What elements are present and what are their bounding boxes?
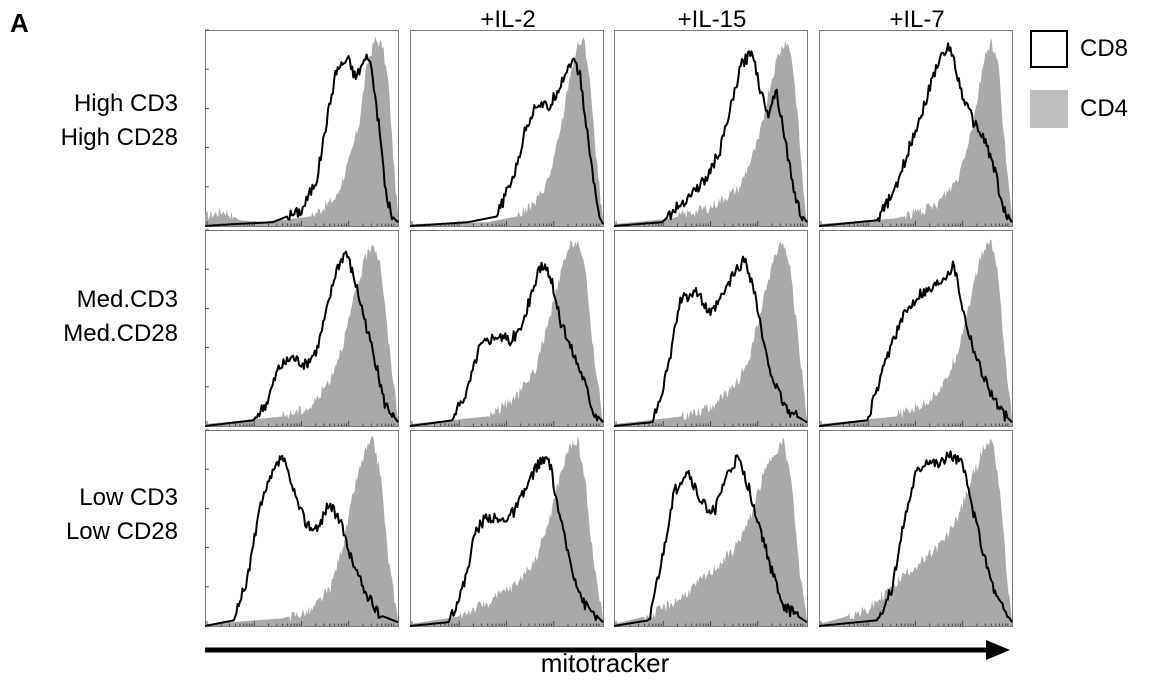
- cd4-histogram-fill: [410, 436, 603, 626]
- histogram-panel: [613, 430, 808, 627]
- cd4-histogram-fill: [205, 245, 398, 426]
- histogram-panel: [409, 430, 604, 627]
- cd8-histogram-line: [818, 260, 1013, 427]
- cd8-histogram-line: [818, 42, 1013, 227]
- x-axis-label: mitotracker: [540, 648, 670, 678]
- column-label-il2: +IL-2: [480, 6, 536, 33]
- row-label-med-line1: Med.CD3: [76, 286, 178, 313]
- column-label-il15: +IL-15: [677, 6, 747, 33]
- cd4-histogram-fill: [410, 240, 603, 426]
- row-label-med: Med.CD3 Med.CD28: [0, 283, 178, 351]
- row-label-low-line1: Low CD3: [79, 484, 178, 511]
- row-label-med-line2: Med.CD28: [63, 320, 178, 347]
- histogram-panel: [409, 30, 604, 227]
- legend-swatch-cd4: [1030, 90, 1068, 128]
- cd4-histogram-fill: [614, 437, 807, 626]
- row-label-high-line1: High CD3: [73, 90, 178, 117]
- cd4-histogram-fill: [205, 436, 398, 626]
- legend-label-cd8: CD8: [1080, 35, 1129, 62]
- x-axis-arrow-head: [986, 640, 1010, 660]
- cd8-histogram-line: [613, 50, 808, 227]
- histogram-panel: [613, 230, 808, 427]
- histogram-panel: [204, 29, 399, 227]
- row-label-low-line2: Low CD28: [65, 518, 178, 545]
- cd8-histogram-line: [409, 57, 604, 227]
- row-label-high-line2: High CD28: [60, 124, 178, 151]
- cd4-histogram-fill: [819, 438, 1012, 626]
- cd4-histogram-fill: [205, 36, 398, 226]
- cd8-histogram-line: [204, 53, 399, 227]
- cd8-histogram-line: [204, 250, 399, 427]
- column-label-il7: +IL-7: [889, 6, 945, 33]
- histogram-panel: [204, 229, 399, 427]
- row-label-high: High CD3 High CD28: [0, 87, 178, 155]
- histogram-panel: [613, 30, 808, 227]
- cd8-histogram-line: [613, 454, 808, 627]
- cd4-histogram-fill: [819, 38, 1012, 226]
- cd4-histogram-fill: [614, 40, 807, 226]
- cd4-histogram-fill: [819, 239, 1012, 426]
- panel-letter: A: [10, 8, 29, 38]
- row-label-low: Low CD3 Low CD28: [0, 481, 178, 549]
- histogram-panel: [818, 430, 1013, 627]
- histogram-panel: [818, 30, 1013, 227]
- cd8-histogram-line: [818, 450, 1013, 627]
- histogram-panel: [204, 429, 399, 627]
- histogram-panel: [409, 230, 604, 427]
- cd8-histogram-line: [409, 261, 604, 427]
- cd8-histogram-line: [204, 454, 399, 627]
- cd8-histogram-line: [613, 255, 808, 427]
- cd4-histogram-fill: [614, 241, 807, 426]
- histogram-panel: [818, 230, 1013, 427]
- cd8-histogram-line: [409, 456, 604, 627]
- legend-swatch-cd8: [1030, 30, 1068, 68]
- legend-label-cd4: CD4: [1080, 95, 1129, 122]
- cd4-histogram-fill: [410, 37, 603, 226]
